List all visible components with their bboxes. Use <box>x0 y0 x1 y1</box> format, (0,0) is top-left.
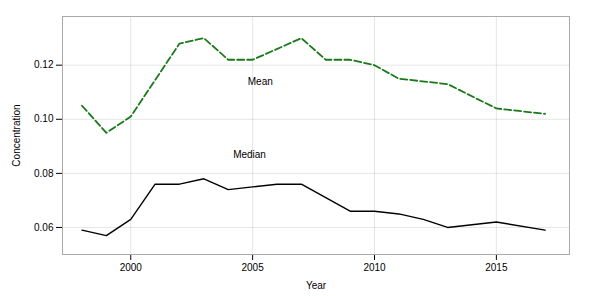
svg-text:0.08: 0.08 <box>34 168 54 179</box>
svg-text:0.12: 0.12 <box>34 59 54 70</box>
svg-text:Concentration: Concentration <box>11 104 22 166</box>
svg-text:Year: Year <box>306 280 327 291</box>
svg-text:2010: 2010 <box>363 262 386 273</box>
svg-text:Median: Median <box>233 149 266 160</box>
svg-text:0.10: 0.10 <box>34 113 54 124</box>
svg-text:2015: 2015 <box>485 262 508 273</box>
svg-text:2005: 2005 <box>242 262 265 273</box>
svg-text:0.06: 0.06 <box>34 222 54 233</box>
svg-text:2000: 2000 <box>120 262 143 273</box>
svg-text:Mean: Mean <box>248 76 273 87</box>
